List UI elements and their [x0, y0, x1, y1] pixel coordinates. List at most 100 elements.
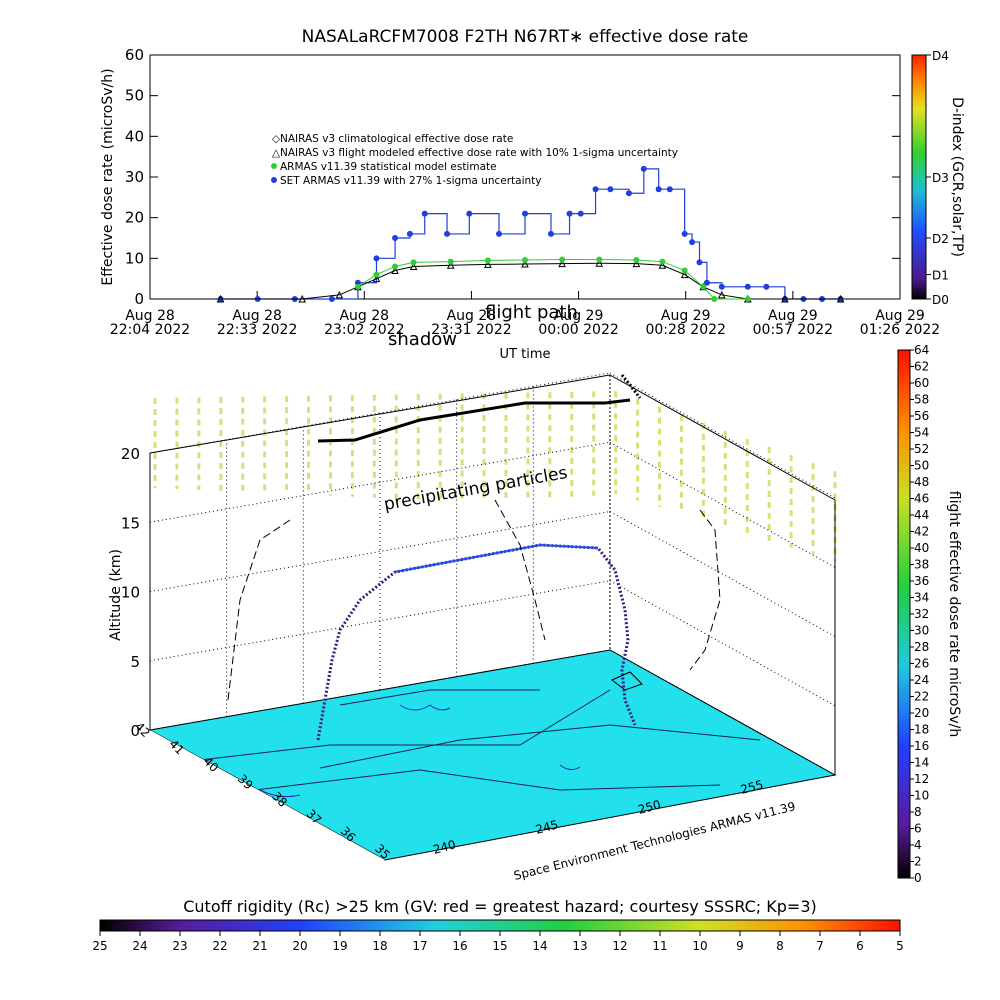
y-tick-label: 0: [134, 290, 144, 308]
series-point: [711, 296, 718, 302]
series-point: [633, 256, 640, 263]
legend-marker-armas-statistical: [271, 163, 277, 169]
rigidity-tick-label: 5: [896, 939, 904, 953]
series-point: [373, 255, 380, 262]
series-line-2: [357, 259, 748, 300]
series-point: [625, 190, 632, 197]
series-point: [607, 186, 614, 193]
altitude-gridline-back: [609, 372, 836, 499]
legend-entry-set-armas: SET ARMAS v11.39 with 27% 1-sigma uncert…: [280, 175, 542, 187]
x-tick-label-date: Aug 28: [232, 308, 282, 324]
rigidity-tick-label: 22: [212, 939, 227, 953]
x-tick-label-date: Aug 28: [339, 308, 389, 324]
series-point: [447, 258, 454, 265]
dose-colorbar-tick-label: 44: [914, 508, 929, 522]
dose-colorbar-tick-label: 2: [914, 855, 922, 869]
series-point: [577, 210, 584, 217]
series-point: [391, 266, 399, 275]
flight-dose-colorbar-label: flight effective dose rate microSv/h: [946, 491, 962, 737]
series-point: [216, 294, 225, 303]
chart-title: NASALaRCFM7008 F2TH N67RT∗ effective dos…: [302, 27, 749, 47]
flight-path-cruise-segment: [394, 543, 599, 573]
y-tick-label: 60: [125, 46, 144, 64]
y-tick-label: 40: [125, 127, 144, 145]
legend-marker-set-armas: [271, 177, 277, 183]
dose-colorbar-tick-label: 58: [914, 393, 929, 407]
altitude-tick-label: 5: [130, 653, 140, 671]
series-point: [680, 270, 689, 279]
longitude-tick-label: 250: [637, 797, 663, 816]
series-point: [522, 256, 528, 263]
x-tick-label-time: 00:00 2022: [538, 322, 618, 338]
dose-y-axis-label: Effective dose rate (microSv/h): [100, 68, 116, 285]
flight-dose-colorbar: [897, 349, 911, 879]
series-point: [373, 271, 380, 278]
dose-colorbar-tick-label: 48: [914, 475, 929, 489]
d-index-ticks: D0 D1 D2 D3 D4: [926, 49, 949, 307]
y-tick-label: 10: [125, 249, 144, 267]
series-point: [658, 261, 667, 269]
dose-colorbar-tick-label: 14: [914, 756, 929, 770]
d-index-colorbar: [911, 54, 927, 300]
rigidity-tick-label: 20: [292, 939, 307, 953]
d-index-tick-label: D0: [932, 293, 949, 307]
rigidity-colorbar-ticks: 25 24 23 22 21 20 19 18 17 16 15 14 13 12 11 10 9 8 7 6 5: [92, 931, 904, 953]
dose-colorbar-tick-label: 50: [914, 459, 929, 473]
x-tick-label-date: Aug 29: [875, 308, 925, 324]
ground-edge-mask: [150, 730, 385, 860]
flight-path-shadow-right: [689, 509, 721, 671]
d-index-tick-label: D1: [932, 269, 949, 283]
altitude-gridline-back: [609, 580, 836, 707]
flight-path-shadow-left: [227, 519, 291, 701]
altitude-axis: 0 5 10 15 20: [121, 372, 836, 776]
series-point: [409, 262, 418, 270]
x-tick-label-time: 00:28 2022: [645, 322, 725, 338]
longitude-tick-label: 245: [534, 817, 560, 836]
series-point: [392, 263, 399, 270]
series-point: [566, 210, 573, 217]
rigidity-tick-label: 23: [172, 939, 187, 953]
dose-colorbar-tick-label: 0: [914, 871, 922, 885]
dose-rate-grid: [153, 391, 837, 562]
dose-colorbar-tick-label: 18: [914, 723, 929, 737]
dose-colorbar-tick-label: 10: [914, 789, 929, 803]
y-tick-label: 50: [125, 87, 144, 105]
altitude-tick-label: 15: [121, 514, 140, 532]
altitude-gridline-back: [609, 649, 836, 776]
series-point: [681, 230, 688, 237]
series-point: [681, 267, 688, 274]
y-tick-label: 20: [125, 209, 144, 227]
dose-colorbar-tick-label: 64: [914, 343, 929, 357]
dose-y-axis: 0 10 20 30 40 50 60: [125, 46, 900, 308]
rigidity-tick-label: 6: [856, 939, 864, 953]
dose-colorbar-tick-label: 28: [914, 640, 929, 654]
legend-entry-armas-statistical: ARMAS v11.39 statistical model estimate: [280, 161, 497, 173]
dose-colorbar-tick-label: 34: [914, 591, 929, 605]
series-point: [632, 259, 641, 268]
shadow-annotation: shadow: [388, 329, 457, 350]
rigidity-tick-label: 16: [452, 939, 467, 953]
altitude-gridline: [149, 580, 611, 662]
series-point: [335, 290, 344, 299]
x-tick-label-time: 22:04 2022: [110, 322, 190, 338]
series-point: [596, 256, 603, 263]
series-point: [444, 230, 451, 237]
legend-marker-nairas-flight: △: [272, 147, 281, 159]
ground-map-details: [199, 689, 761, 798]
dose-colorbar-tick-label: 22: [914, 690, 929, 704]
x-tick-label-time: 23:02 2022: [324, 322, 404, 338]
flight-path-top-projection: [317, 398, 631, 443]
dose-colorbar-tick-label: 46: [914, 492, 929, 506]
series-point: [744, 296, 751, 302]
legend-entry-nairas-climatological: NAIRAS v3 climatological effective dose …: [280, 133, 513, 145]
series-point: [421, 210, 428, 217]
dose-colorbar-tick-label: 26: [914, 657, 929, 671]
rigidity-colorbar-title: Cutoff rigidity (Rc) >25 km (GV: red = g…: [183, 897, 817, 916]
dose-colorbar-tick-label: 52: [914, 442, 929, 456]
precipitating-particles-annotation: precipitating particles: [382, 463, 569, 515]
series-point: [484, 260, 492, 268]
x-tick-label-time: 23:31 2022: [431, 322, 511, 338]
series-point: [298, 294, 307, 303]
series-point: [410, 259, 417, 266]
